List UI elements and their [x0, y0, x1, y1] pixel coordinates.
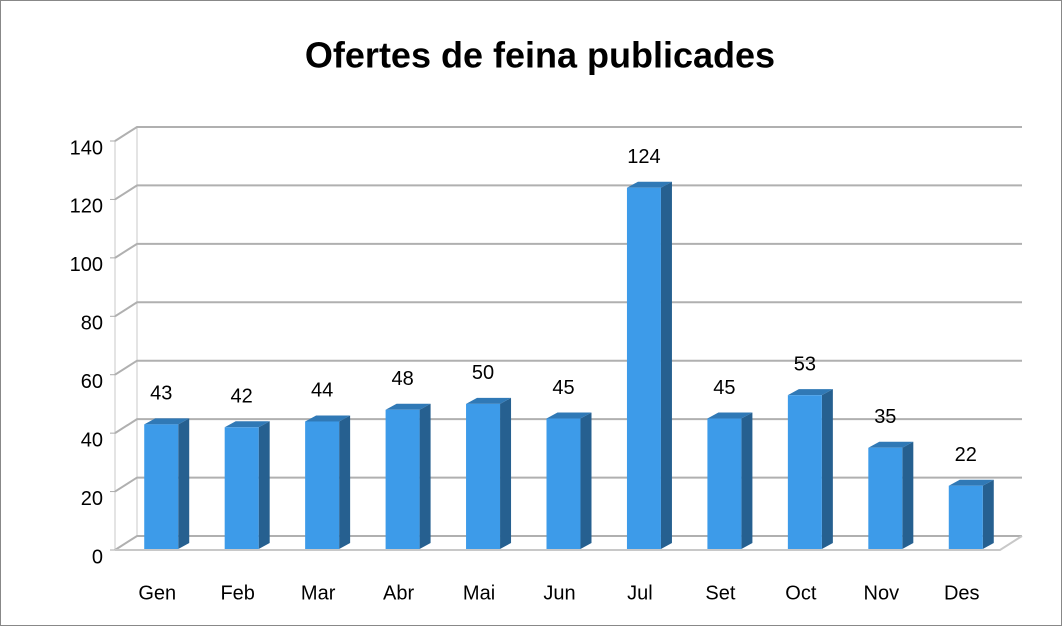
- x-tick-label: Jul: [627, 582, 653, 604]
- bar-top: [224, 421, 270, 428]
- bar-top: [144, 418, 190, 425]
- x-tick-label: Mai: [463, 582, 495, 604]
- bar-top: [305, 415, 351, 422]
- data-label: 53: [794, 353, 816, 375]
- data-label: 45: [552, 377, 574, 399]
- y-tick-label: 40: [81, 429, 103, 451]
- bar-top: [466, 397, 512, 404]
- bar-side: [902, 441, 914, 549]
- bar-side: [741, 412, 753, 549]
- x-tick-label: Mar: [301, 582, 336, 604]
- grid-line: [114, 359, 1022, 376]
- grid-line: [114, 242, 1022, 259]
- bar: [224, 427, 259, 549]
- bar: [385, 409, 420, 549]
- data-label: 35: [874, 406, 896, 428]
- grid-line: [114, 126, 1022, 142]
- data-label: 45: [713, 377, 735, 399]
- bar-top: [626, 181, 672, 188]
- bar: [466, 403, 501, 549]
- y-tick-label: 140: [70, 137, 103, 159]
- bar-side: [580, 412, 592, 549]
- x-tick-label: Oct: [785, 582, 817, 604]
- grid-line: [114, 301, 1022, 318]
- bar-top: [948, 479, 994, 486]
- y-tick-label: 120: [70, 196, 103, 218]
- x-tick-label: Des: [944, 582, 980, 604]
- bar-side: [982, 479, 994, 549]
- x-tick-label: Gen: [138, 582, 176, 604]
- floor: [115, 535, 1023, 551]
- bar: [626, 187, 661, 549]
- data-label: 48: [391, 368, 413, 390]
- x-tick-label: Abr: [383, 582, 414, 604]
- bar-top: [868, 441, 914, 448]
- bar-top: [546, 412, 592, 419]
- y-tick-label: 20: [81, 488, 103, 510]
- bar-top: [385, 403, 431, 410]
- bar-side: [178, 418, 190, 549]
- bar: [787, 395, 822, 549]
- bar-side: [821, 389, 833, 549]
- bar: [868, 447, 903, 549]
- grid-line: [114, 184, 1022, 201]
- data-label: 124: [627, 146, 660, 168]
- bar-top: [787, 389, 833, 396]
- data-label: 50: [472, 362, 494, 384]
- x-tick-label: Set: [705, 582, 735, 604]
- bar: [948, 485, 983, 549]
- bar: [144, 424, 179, 549]
- data-label: 42: [231, 386, 253, 408]
- data-label: 43: [150, 383, 172, 405]
- data-label: 22: [955, 444, 977, 466]
- bar-side: [419, 403, 431, 549]
- bar-side: [339, 415, 351, 549]
- bar: [305, 421, 340, 549]
- bar-side: [258, 421, 270, 549]
- bar: [546, 418, 581, 549]
- y-tick-label: 100: [70, 254, 103, 276]
- bar-side: [500, 397, 512, 549]
- x-tick-label: Nov: [864, 582, 900, 604]
- chart-title: Ofertes de feina publicades: [305, 35, 775, 76]
- data-label: 44: [311, 380, 333, 402]
- bar-top: [707, 412, 753, 419]
- bar-side: [660, 181, 672, 549]
- bar: [707, 418, 742, 549]
- y-tick-label: 60: [81, 371, 103, 393]
- x-tick-label: Feb: [220, 582, 254, 604]
- y-tick-label: 80: [81, 313, 103, 335]
- y-tick-label: 0: [92, 546, 103, 568]
- x-tick-label: Jun: [543, 582, 575, 604]
